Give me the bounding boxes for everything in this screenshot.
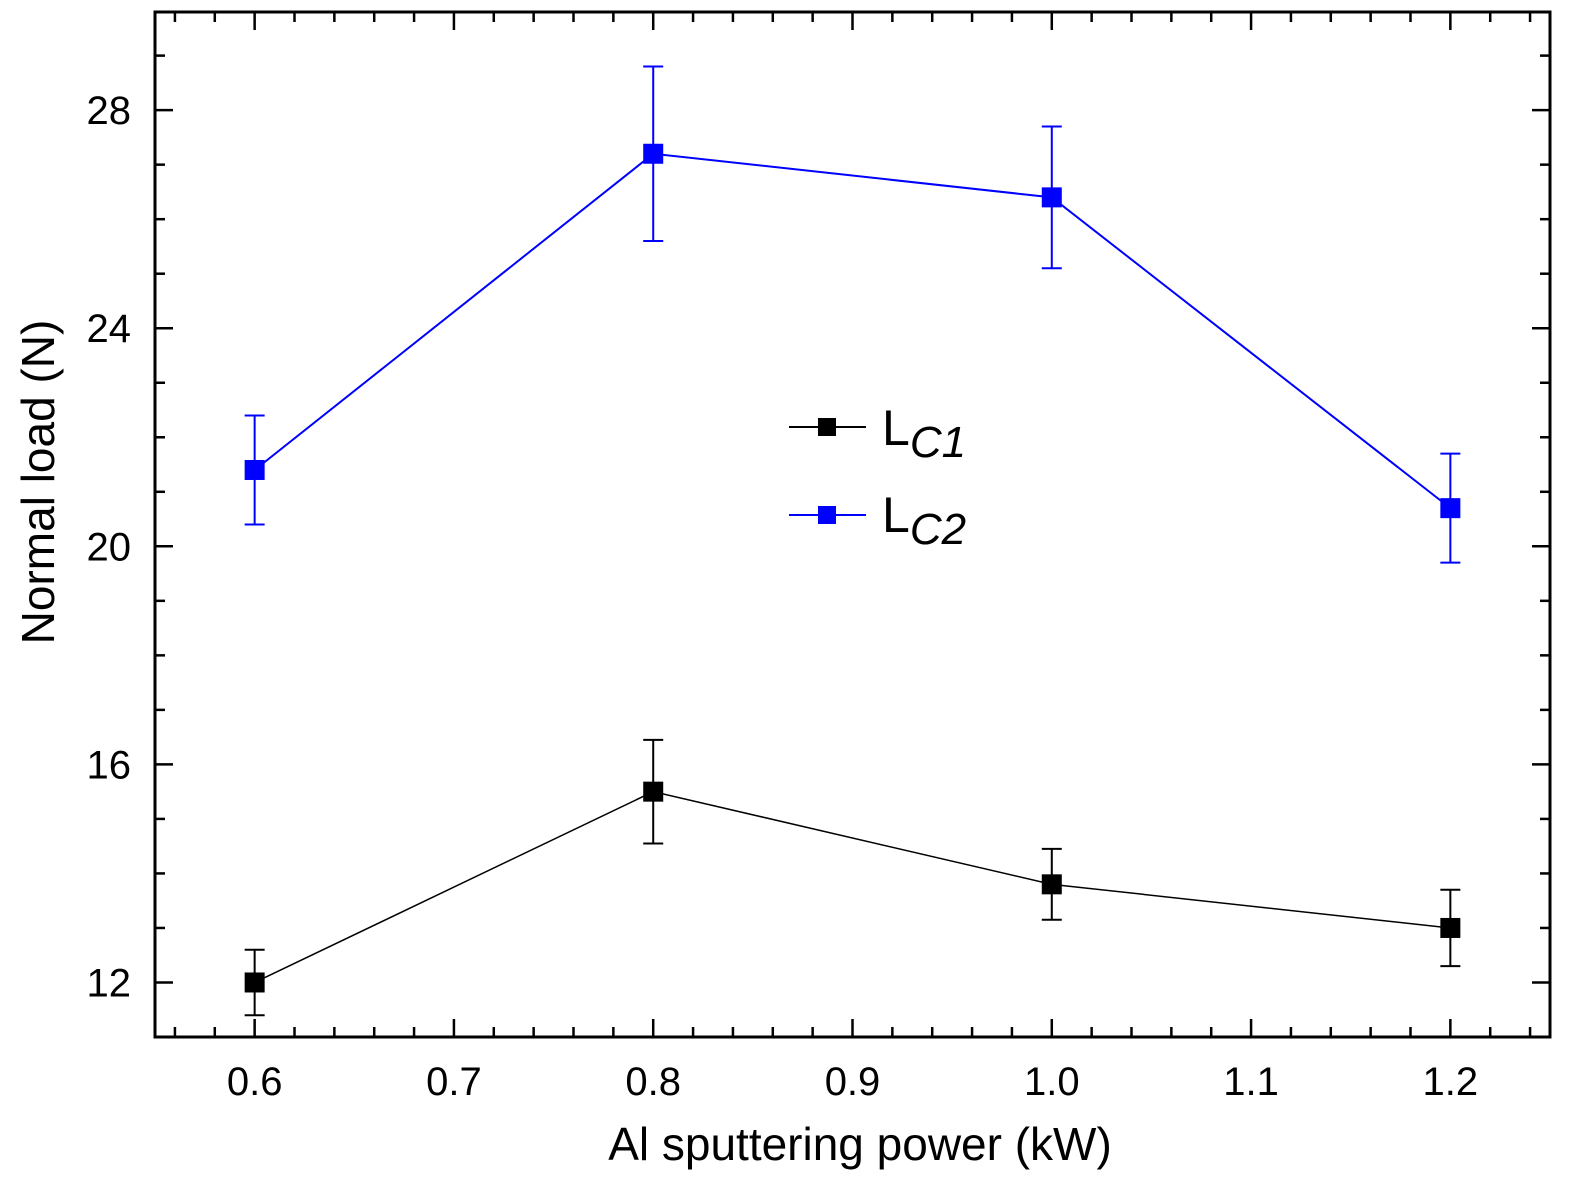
data-point-lc2 <box>643 143 664 164</box>
y-tick-label: 12 <box>87 961 132 1005</box>
x-tick-label: 0.8 <box>625 1060 681 1104</box>
legend-label-lc1: LC1 <box>882 400 966 467</box>
y-axis-title: Normal load (N) <box>12 320 64 645</box>
data-point-lc2 <box>244 459 265 480</box>
x-tick-label: 1.1 <box>1223 1060 1279 1104</box>
legend-entry-lc1: LC1 <box>789 400 966 467</box>
legend-label-lc2-main: L <box>882 487 910 543</box>
x-tick-label: 0.7 <box>426 1060 482 1104</box>
legend-label-lc2-sub: C2 <box>910 505 966 554</box>
plot-frame <box>153 10 1552 1039</box>
legend-label-lc2: LC2 <box>882 487 966 554</box>
data-point-lc1 <box>1440 917 1461 938</box>
data-point-lc1 <box>643 781 664 802</box>
x-axis-ticks: 0.6 0.7 0.8 0.9 1.0 1.1 1.2 <box>173 12 1532 1104</box>
legend-label-lc1-sub: C1 <box>910 418 966 467</box>
series-line-lc2 <box>254 152 1451 509</box>
series-lc1 <box>244 738 1461 1017</box>
legend-marker-lc1 <box>818 418 836 436</box>
data-point-lc2 <box>1440 498 1461 519</box>
legend-entry-lc2: LC2 <box>789 487 966 554</box>
data-point-lc1 <box>1041 874 1062 895</box>
legend-marker-lc2 <box>818 506 836 524</box>
y-tick-label: 20 <box>87 525 132 569</box>
data-point-lc1 <box>244 972 265 993</box>
y-tick-label: 28 <box>87 89 132 133</box>
x-tick-label: 1.2 <box>1423 1060 1479 1104</box>
y-tick-label: 24 <box>87 307 132 351</box>
y-tick-label: 16 <box>87 743 132 787</box>
x-tick-label: 0.6 <box>227 1060 283 1104</box>
y-axis-ticks: 12 16 20 24 28 <box>87 54 1550 1039</box>
series-layer <box>244 65 1461 1017</box>
x-tick-label: 0.9 <box>825 1060 881 1104</box>
x-axis-title: Al sputtering power (kW) <box>608 1118 1112 1170</box>
series-line-lc1 <box>254 790 1451 984</box>
data-point-lc2 <box>1041 187 1062 208</box>
legend-label-lc1-main: L <box>882 400 910 456</box>
series-lc2 <box>244 65 1461 564</box>
x-tick-label: 1.0 <box>1024 1060 1080 1104</box>
legend: LC1 LC2 <box>789 400 966 554</box>
